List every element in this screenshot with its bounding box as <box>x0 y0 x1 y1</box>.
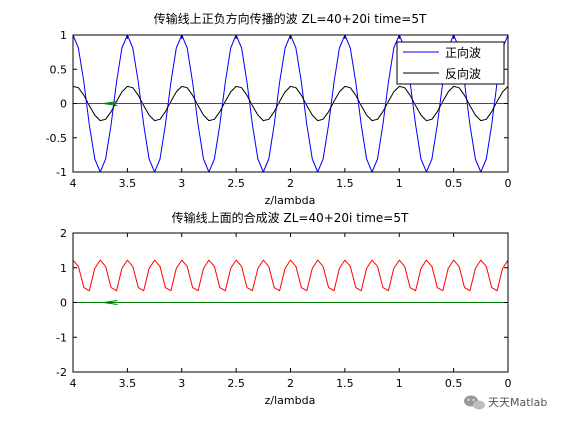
top-baseline-marker <box>103 101 118 106</box>
top-x-axis-label: z/lambda <box>265 194 316 207</box>
bottom-x-tick-label: 0.5 <box>445 377 463 390</box>
bottom-y-ticks: 2 1 0 -1 -2 <box>56 227 508 379</box>
top-y-tick-label: 1 <box>60 29 67 42</box>
bottom-x-tick-label: 3 <box>178 377 185 390</box>
bottom-y-tick-label: -1 <box>56 331 67 344</box>
bottom-series-line-1 <box>72 259 509 292</box>
bottom-x-tick-label: 3.5 <box>119 377 137 390</box>
bottom-x-tick-label: 1.5 <box>336 377 354 390</box>
legend-label-backward-wave: 反向波 <box>445 66 481 81</box>
bottom-x-tick-label: 0 <box>505 377 512 390</box>
legend-box <box>396 41 505 85</box>
top-series-line-2 <box>72 85 509 122</box>
bottom-x-tick-label: 2.5 <box>227 377 245 390</box>
top-y-tick-label: -1 <box>56 166 67 179</box>
top-y-ticks: 1 0.5 0 -0.5 -1 <box>46 29 508 179</box>
wechat-icon <box>464 395 485 410</box>
top-x-tick-label: 2.5 <box>227 177 245 190</box>
top-x-tick-label: 3.5 <box>119 177 137 190</box>
watermark: 天天Matlab <box>464 395 547 410</box>
top-y-tick-label: 0 <box>60 98 67 111</box>
bottom-chart-title: 传输线上面的合成波 ZL=40+20i time=5T <box>172 210 409 225</box>
bottom-y-tick-label: -2 <box>56 366 67 379</box>
top-y-tick-label: -0.5 <box>46 132 67 145</box>
top-x-ticks: 4 3.5 3 2.5 2 1.5 1 0.5 0 <box>70 35 512 190</box>
watermark-text: 天天Matlab <box>488 396 547 409</box>
bottom-y-tick-label: 0 <box>60 297 67 310</box>
bottom-x-axis-label: z/lambda <box>265 394 316 407</box>
top-x-tick-label: 0 <box>505 177 512 190</box>
top-legend: 正向波 反向波 <box>396 41 505 85</box>
top-y-tick-label: 0.5 <box>50 63 68 76</box>
bottom-series-group <box>72 259 509 305</box>
top-x-tick-label: 0.5 <box>445 177 463 190</box>
top-x-tick-label: 1 <box>396 177 403 190</box>
bottom-x-tick-label: 1 <box>396 377 403 390</box>
bottom-x-ticks: 4 3.5 3 2.5 2 1.5 1 0.5 0 <box>70 233 512 390</box>
top-x-tick-label: 3 <box>178 177 185 190</box>
legend-label-forward-wave: 正向波 <box>445 45 481 60</box>
top-chart-title: 传输线上正负方向传播的波 ZL=40+20i time=5T <box>154 11 427 26</box>
top-x-tick-label: 1.5 <box>336 177 354 190</box>
top-x-tick-label: 2 <box>287 177 294 190</box>
bottom-y-tick-label: 1 <box>60 262 67 275</box>
bottom-y-tick-label: 2 <box>60 227 67 240</box>
bottom-axes: 传输线上面的合成波 ZL=40+20i time=5T 4 3.5 3 2.5 2 1.5… <box>56 210 511 407</box>
bottom-baseline-marker <box>103 300 118 305</box>
top-x-tick-label: 4 <box>70 177 77 190</box>
bottom-x-tick-label: 2 <box>287 377 294 390</box>
top-axes: 传输线上正负方向传播的波 ZL=40+20i time=5T 4 3.5 3 2.5 2… <box>46 11 512 207</box>
bottom-x-tick-label: 4 <box>70 377 77 390</box>
